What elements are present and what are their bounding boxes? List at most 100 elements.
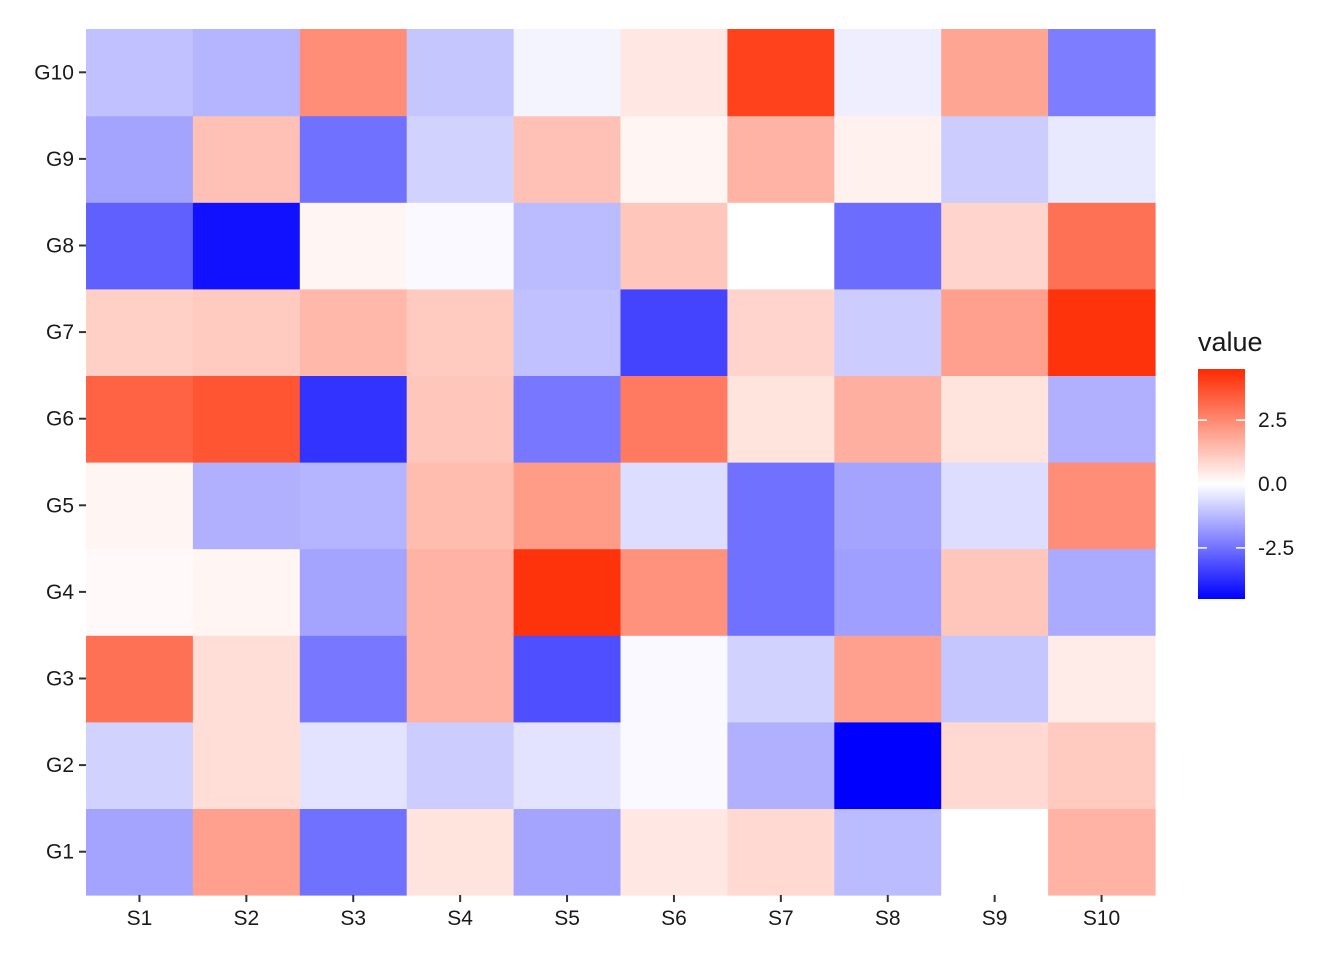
heatmap-cell-g7-s3 <box>299 288 408 376</box>
heatmap-cell-g3-s6 <box>620 635 728 723</box>
heatmap-cell-g5-s7 <box>727 462 835 550</box>
y-tick-label-g4: G4 <box>46 581 74 604</box>
heatmap-cell-g10-s8 <box>834 29 942 117</box>
y-tick-label-g3: G3 <box>46 668 74 691</box>
heatmap-cell-g5-s9 <box>941 462 1049 550</box>
heatmap-cell-g1-s8 <box>834 808 942 896</box>
legend-title: value <box>1198 327 1263 357</box>
heatmap-cell-g6-s9 <box>941 375 1049 463</box>
heatmap-cell-g7-s7 <box>727 288 835 376</box>
heatmap-cell-g10-s6 <box>620 29 728 117</box>
heatmap-cell-g10-s1 <box>86 29 194 117</box>
heatmap-cell-g10-s2 <box>192 29 301 117</box>
heatmap-cell-g4-s4 <box>406 548 515 636</box>
heatmap-cell-g2-s7 <box>727 721 835 809</box>
heatmap-cell-g10-s4 <box>406 29 515 117</box>
y-axis: G1 G2 G3 G4 G5 G6 G7 G8 G9 G10 <box>34 61 86 864</box>
heatmap-cell-g1-s5 <box>513 808 622 896</box>
heatmap-cell-g6-s8 <box>834 375 942 463</box>
heatmap-cell-g5-s1 <box>86 462 194 550</box>
heatmap-cell-g9-s9 <box>941 115 1049 203</box>
heatmap-cell-g3-s7 <box>727 635 835 723</box>
heatmap-cell-g6-s2 <box>192 375 301 463</box>
heatmap-cell-g3-s10 <box>1048 635 1156 723</box>
heatmap-cell-g3-s4 <box>406 635 515 723</box>
heatmap-cell-g6-s10 <box>1048 375 1156 463</box>
legend: value 2.5 0.0 -2.5 <box>1198 327 1294 599</box>
heatmap-cell-g8-s10 <box>1048 202 1156 290</box>
heatmap-cell-g4-s6 <box>620 548 728 636</box>
x-tick-label-s3: S3 <box>340 907 366 930</box>
y-tick-label-g1: G1 <box>46 841 74 864</box>
heatmap-cell-g7-s5 <box>513 288 622 376</box>
heatmap-cell-g9-s8 <box>834 115 942 203</box>
heatmap-cell-g4-s3 <box>299 548 408 636</box>
heatmap-cell-g8-s6 <box>620 202 728 290</box>
heatmap-cell-g2-s10 <box>1048 721 1156 809</box>
heatmap-cell-g5-s5 <box>513 462 622 550</box>
heatmap-cell-g7-s8 <box>834 288 942 376</box>
x-tick-label-s7: S7 <box>768 907 794 930</box>
heatmap-cell-g1-s3 <box>299 808 408 896</box>
heatmap-cell-g9-s2 <box>192 115 301 203</box>
heatmap-cell-g5-s10 <box>1048 462 1156 550</box>
heatmap-cell-g2-s5 <box>513 721 622 809</box>
heatmap-cell-g6-s4 <box>406 375 515 463</box>
heatmap-cell-g10-s3 <box>299 29 408 117</box>
heatmap-cell-g5-s6 <box>620 462 728 550</box>
heatmap-cell-g6-s1 <box>86 375 194 463</box>
heatmap-cell-g4-s5 <box>513 548 622 636</box>
heatmap-cell-g4-s1 <box>86 548 194 636</box>
x-tick-label-s10: S10 <box>1083 907 1120 930</box>
heatmap-cell-g7-s1 <box>86 288 194 376</box>
y-tick-label-g8: G8 <box>46 235 74 258</box>
heatmap-cell-g10-s7 <box>727 29 835 117</box>
x-tick-label-s1: S1 <box>127 907 153 930</box>
heatmap-cell-g7-s4 <box>406 288 515 376</box>
x-tick-label-s9: S9 <box>982 907 1008 930</box>
heatmap-cell-g6-s3 <box>299 375 408 463</box>
y-tick-label-g9: G9 <box>46 148 74 171</box>
heatmap-cell-g4-s2 <box>192 548 301 636</box>
heatmap-cell-g1-s1 <box>86 808 194 896</box>
heatmap-cell-g2-s4 <box>406 721 515 809</box>
heatmap-cell-g6-s5 <box>513 375 622 463</box>
heatmap-cell-g10-s5 <box>513 29 622 117</box>
y-tick-label-g6: G6 <box>46 408 74 431</box>
heatmap-cell-g8-s2 <box>192 202 301 290</box>
heatmap-cell-g2-s2 <box>192 721 301 809</box>
x-tick-label-s5: S5 <box>554 907 580 930</box>
heatmap-cell-g8-s1 <box>86 202 194 290</box>
heatmap-cell-g5-s8 <box>834 462 942 550</box>
heatmap-cell-g9-s6 <box>620 115 728 203</box>
legend-tick-label-0: 2.5 <box>1258 409 1287 432</box>
heatmap-cell-g6-s7 <box>727 375 835 463</box>
heatmap-cell-g2-s9 <box>941 721 1049 809</box>
heatmap-cell-g9-s7 <box>727 115 835 203</box>
heatmap-cell-g1-s2 <box>192 808 301 896</box>
heatmap-cell-g9-s1 <box>86 115 194 203</box>
legend-ticks: 2.5 0.0 -2.5 <box>1198 409 1294 560</box>
heatmap-cell-g8-s8 <box>834 202 942 290</box>
heatmap-cell-g10-s9 <box>941 29 1049 117</box>
heatmap-cell-g6-s6 <box>620 375 728 463</box>
heatmap-cell-g1-s4 <box>406 808 515 896</box>
y-tick-label-g2: G2 <box>46 754 74 777</box>
heatmap-cell-g9-s4 <box>406 115 515 203</box>
heatmap-cell-g5-s2 <box>192 462 301 550</box>
heatmap-cell-g3-s1 <box>86 635 194 723</box>
heatmap-cell-g1-s6 <box>620 808 728 896</box>
heatmap-cell-g9-s5 <box>513 115 622 203</box>
heatmap-cell-g2-s8 <box>834 721 942 809</box>
x-tick-label-s6: S6 <box>661 907 687 930</box>
heatmap-cell-g9-s10 <box>1048 115 1156 203</box>
heatmap-cell-g4-s8 <box>834 548 942 636</box>
heatmap-cell-g4-s10 <box>1048 548 1156 636</box>
heatmap-cell-g1-s10 <box>1048 808 1156 896</box>
y-tick-label-g10: G10 <box>34 61 74 84</box>
x-axis: S1 S2 S3 S4 S5 S6 S7 S8 S9 S10 <box>127 895 1120 930</box>
heatmap-cell-g1-s9 <box>941 808 1049 896</box>
heatmap-cell-g8-s9 <box>941 202 1049 290</box>
heatmap-cell-g8-s4 <box>406 202 515 290</box>
